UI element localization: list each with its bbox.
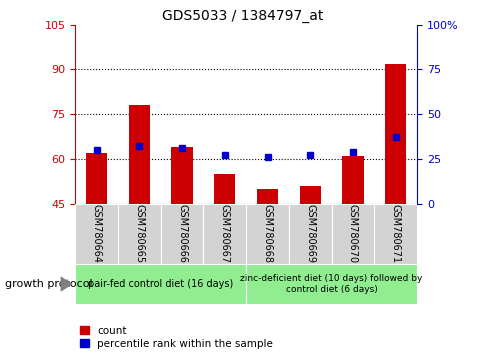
Polygon shape bbox=[60, 276, 73, 292]
Bar bbox=[118, 204, 160, 264]
Bar bbox=[384, 63, 406, 204]
Text: GSM780667: GSM780667 bbox=[219, 204, 229, 263]
Text: GSM780669: GSM780669 bbox=[304, 204, 315, 263]
Bar bbox=[171, 147, 192, 204]
Bar bbox=[257, 189, 278, 204]
Bar bbox=[75, 264, 245, 304]
Bar bbox=[86, 153, 107, 204]
Text: GSM780665: GSM780665 bbox=[134, 204, 144, 263]
Text: GSM780671: GSM780671 bbox=[390, 204, 400, 263]
Bar bbox=[299, 185, 320, 204]
Text: GSM780664: GSM780664 bbox=[91, 204, 101, 263]
Bar bbox=[213, 174, 235, 204]
Text: zinc-deficient diet (10 days) followed by
control diet (6 days): zinc-deficient diet (10 days) followed b… bbox=[240, 274, 422, 294]
Bar bbox=[245, 204, 288, 264]
Text: GDS5033 / 1384797_at: GDS5033 / 1384797_at bbox=[162, 9, 322, 23]
Bar bbox=[160, 204, 203, 264]
Text: pair-fed control diet (16 days): pair-fed control diet (16 days) bbox=[88, 279, 233, 289]
Bar bbox=[128, 105, 150, 204]
Text: GSM780670: GSM780670 bbox=[348, 204, 357, 263]
Bar bbox=[203, 204, 245, 264]
Bar bbox=[288, 204, 331, 264]
Bar bbox=[245, 264, 416, 304]
Bar bbox=[75, 204, 118, 264]
Bar bbox=[342, 156, 363, 204]
Text: GSM780668: GSM780668 bbox=[262, 204, 272, 263]
Text: GSM780666: GSM780666 bbox=[177, 204, 187, 263]
Bar bbox=[331, 204, 374, 264]
Bar bbox=[374, 204, 416, 264]
Legend: count, percentile rank within the sample: count, percentile rank within the sample bbox=[80, 326, 272, 349]
Text: growth protocol: growth protocol bbox=[5, 279, 92, 289]
